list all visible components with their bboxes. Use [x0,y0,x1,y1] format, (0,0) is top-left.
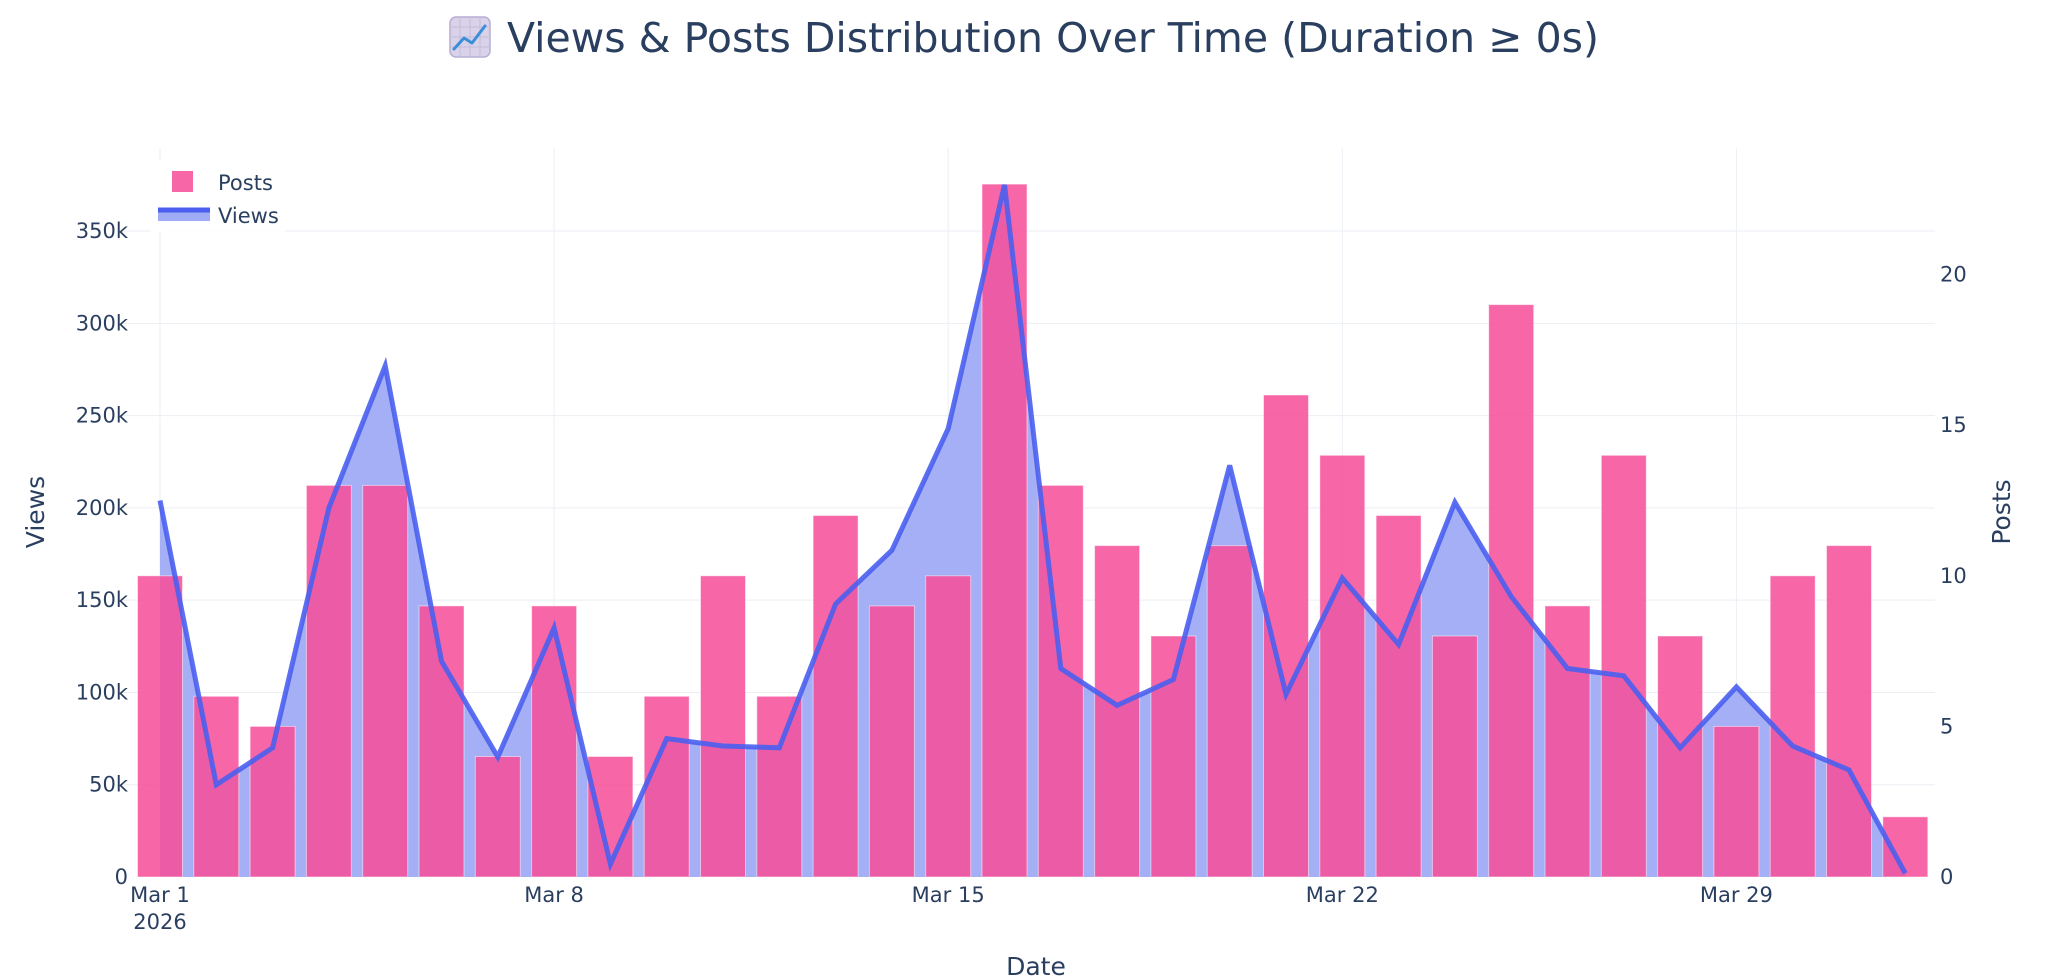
posts-bar [362,484,409,878]
posts-bar [1826,545,1872,878]
axis-layer: 0 50k 100k 150k 200k 250k 300k 350k 0 5 10 15 20 Mar … [21,219,2016,977]
chart-increasing-icon [449,16,491,58]
posts-bar [1769,575,1816,878]
legend-views-fill-swatch [158,210,210,221]
posts-bar [1600,454,1647,878]
posts-bar [249,725,296,878]
x-tick-label: Mar 1 [130,883,190,907]
x-tick-label: Mar 29 [1700,883,1773,907]
y-left-tick-label: 200k [76,496,129,520]
views-line-layer [157,184,1908,875]
posts-bar [643,695,690,878]
posts-bar [1488,304,1535,878]
y-left-tick-label: 250k [76,404,129,428]
y-right-axis-title: Posts [1987,479,2016,544]
y-right-tick-label: 10 [1940,564,1967,588]
posts-bar [1375,515,1422,878]
posts-bar [756,695,803,878]
views-line [157,184,1908,875]
y-left-tick-label: 150k [76,588,129,612]
y-right-tick-label: 5 [1940,714,1953,738]
y-left-tick-label: 50k [89,773,129,797]
y-left-axis-title: Views [21,476,50,548]
posts-bar [587,756,634,878]
y-left-tick-label: 300k [76,311,129,335]
posts-bar [418,605,465,878]
y-left-tick-label: 350k [76,219,129,243]
y-right-tick-label: 0 [1940,865,1953,889]
posts-bar [868,605,915,878]
y-left-tick-label: 0 [115,865,128,889]
posts-bar [305,484,352,878]
posts-bar [812,515,859,878]
y-right-tick-label: 15 [1940,413,1967,437]
posts-bar [1206,545,1253,878]
legend[interactable]: Posts Views [150,160,285,232]
y-left-tick-label: 100k [76,680,129,704]
posts-bar-layer [137,183,1929,878]
y-right-tick-label: 20 [1940,263,1967,287]
posts-bar [474,756,521,878]
posts-bar [981,183,1028,878]
legend-posts-label: Posts [218,171,273,195]
posts-bar [1657,635,1704,878]
posts-bar [137,575,183,878]
legend-posts-swatch [172,171,193,192]
x-tick-label: Mar 15 [912,883,985,907]
posts-bar [1094,545,1141,878]
posts-bar [925,575,972,878]
chart-title: Views & Posts Distribution Over Time (Du… [0,14,2048,62]
posts-bar [531,605,578,878]
chart-title-text: Views & Posts Distribution Over Time (Du… [506,14,1600,62]
posts-bar [700,575,746,878]
x-tick-label: Mar 8 [524,883,584,907]
legend-views-label: Views [218,204,279,228]
posts-bar [1431,635,1478,878]
x-tick-label: Mar 22 [1306,883,1379,907]
x-tick-sublabel: 2026 [133,910,186,934]
x-axis-title: Date [1006,952,1066,977]
posts-bar [1319,454,1366,878]
posts-bar [1713,725,1760,878]
